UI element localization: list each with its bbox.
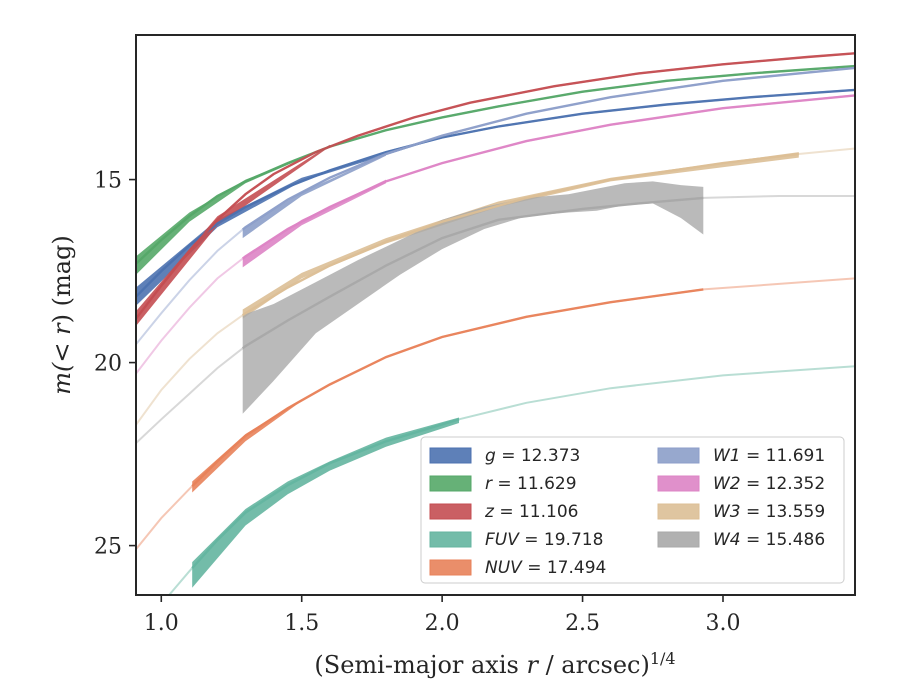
legend-swatch-fuv (429, 531, 472, 548)
legend-label-z: z = 11.106 (484, 502, 578, 522)
series-z-line (136, 52, 855, 320)
legend-swatch-w3 (657, 503, 700, 520)
legend-entry-w2: W2 = 12.352 (657, 474, 825, 494)
x-tick-label: 2.5 (565, 611, 600, 636)
y-tick-label: 20 (94, 352, 122, 377)
y-tick-label: 15 (94, 169, 122, 194)
series-w1-uncertainty-band (242, 154, 386, 239)
series-r-line (136, 64, 855, 265)
x-axis-label-exponent: 1/4 (650, 649, 676, 668)
legend: g = 12.373 r = 11.629 z = 11.106 FUV = 19.7… (420, 436, 845, 584)
legend-label-w4: W4 = 15.486 (713, 530, 825, 550)
legend-frame (420, 436, 845, 584)
legend-swatch-w2 (657, 475, 700, 492)
x-axis: 1.0 1.5 2.0 2.5 3.0 (144, 595, 740, 636)
plot-frame (135, 34, 856, 596)
legend-entry-r: r = 11.629 (429, 474, 577, 494)
series-g-line (136, 88, 855, 298)
y-tick-label: 25 (94, 535, 122, 560)
legend-label-w2: W2 = 12.352 (713, 474, 825, 494)
x-axis-label: (Semi-major axis r / arcsec)1/4 (314, 649, 675, 680)
series-w4-line (241, 196, 704, 350)
legend-entry-z: z = 11.106 (429, 502, 578, 522)
x-axis-label-var: r (526, 651, 539, 679)
x-axis-label-tail: / arcsec) (538, 651, 650, 679)
legend-entry-w4: W4 = 15.486 (657, 530, 825, 550)
legend-swatch-g (429, 447, 472, 464)
x-axis-label-main: (Semi-major axis (314, 651, 526, 679)
series-w3-line (242, 152, 799, 317)
legend-label-w1: W1 = 11.691 (713, 446, 825, 466)
y-axis-label-var: r (48, 322, 76, 335)
legend-label-fuv: FUV = 19.718 (485, 530, 603, 550)
x-tick-label: 1.5 (284, 611, 319, 636)
legend-entry-nuv: NUV = 17.494 (429, 558, 606, 578)
legend-entry-fuv: FUV = 19.718 (429, 530, 603, 550)
legend-label-nuv: NUV = 17.494 (485, 558, 606, 578)
series-w2-line (241, 94, 855, 260)
series-fuv-line (191, 418, 460, 569)
x-tick-label: 1.0 (144, 611, 179, 636)
series-w1-line (241, 66, 855, 231)
legend-label-g: g = 12.373 (485, 446, 580, 466)
legend-entry-w1: W1 = 11.691 (657, 446, 825, 466)
legend-label-w3: W3 = 13.559 (713, 502, 825, 522)
y-axis-label-pre: m(< (48, 335, 76, 395)
legend-label-r: r = 11.629 (485, 474, 577, 494)
x-tick-label: 3.0 (705, 611, 740, 636)
y-axis-label: m(< r) (mag) (48, 235, 76, 395)
legend-swatch-z (429, 503, 472, 520)
legend-swatch-r (429, 475, 472, 492)
legend-entry-w3: W3 = 13.559 (657, 502, 825, 522)
legend-swatch-w4 (657, 531, 700, 548)
series-nuv-uncertainty-band (192, 399, 302, 493)
legend-swatch-w1 (657, 447, 700, 464)
legend-swatch-nuv (429, 559, 472, 576)
x-tick-label: 2.0 (425, 611, 460, 636)
legend-entry-g: g = 12.373 (429, 446, 580, 466)
y-axis: 15 20 25 (94, 169, 136, 560)
y-axis-label-post: ) (mag) (48, 235, 76, 323)
series-nuv-line (191, 288, 704, 487)
